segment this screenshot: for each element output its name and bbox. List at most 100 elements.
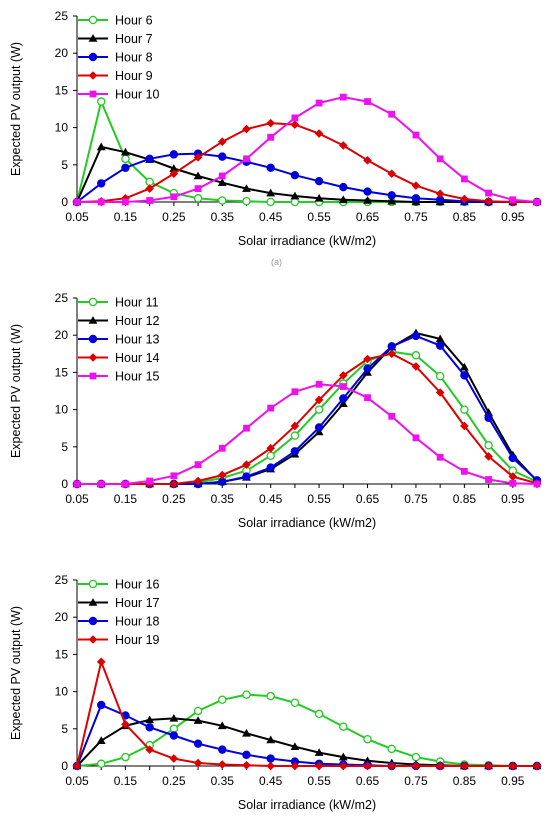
data-point bbox=[290, 447, 300, 456]
data-point bbox=[218, 152, 227, 161]
x-tick-label: 0.95 bbox=[501, 492, 525, 506]
data-point bbox=[339, 722, 348, 731]
data-point bbox=[169, 479, 179, 489]
x-axis-title: Solar irradiance (kW/m2) bbox=[238, 234, 376, 248]
series-line bbox=[76, 122, 537, 203]
data-point bbox=[338, 399, 348, 407]
x-tick-label: 0.65 bbox=[356, 210, 380, 224]
data-point bbox=[218, 172, 226, 180]
legend-marker bbox=[88, 71, 98, 80]
x-tick-label: 0.15 bbox=[114, 210, 138, 224]
series-line bbox=[76, 100, 537, 203]
x-tick-label: 0.55 bbox=[307, 492, 331, 506]
x-axis-title: Solar irradiance (kW/m2) bbox=[238, 798, 376, 812]
series-hour-15 bbox=[73, 380, 541, 488]
data-point bbox=[460, 421, 469, 431]
series-hour-6 bbox=[72, 97, 542, 207]
x-tick-label: 0.85 bbox=[453, 210, 477, 224]
data-point bbox=[169, 713, 179, 722]
data-point bbox=[388, 110, 396, 118]
data-point bbox=[242, 460, 251, 469]
y-tick-label: 25 bbox=[55, 573, 69, 587]
data-point bbox=[435, 388, 445, 397]
series-hour-16 bbox=[72, 690, 542, 771]
data-point bbox=[242, 197, 251, 206]
series-line bbox=[76, 693, 537, 767]
data-point bbox=[145, 715, 155, 724]
legend-marker bbox=[88, 598, 98, 606]
data-point bbox=[363, 196, 372, 204]
data-point bbox=[193, 171, 203, 180]
legend-entry: Hour 17 bbox=[78, 596, 160, 610]
data-point bbox=[145, 723, 154, 732]
data-point bbox=[291, 388, 299, 396]
data-point bbox=[122, 480, 129, 488]
data-point bbox=[435, 371, 445, 381]
data-point bbox=[315, 99, 323, 107]
series-line bbox=[77, 383, 538, 485]
data-point bbox=[533, 198, 541, 206]
data-point bbox=[364, 394, 371, 402]
x-tick-label: 0.45 bbox=[259, 774, 283, 788]
legend-marker bbox=[88, 316, 98, 324]
series-hour-9 bbox=[72, 118, 542, 207]
x-tick-label: 0.65 bbox=[356, 774, 380, 788]
legend-marker bbox=[88, 334, 98, 344]
data-point bbox=[338, 195, 348, 204]
data-point bbox=[363, 156, 372, 165]
data-point bbox=[266, 451, 275, 460]
legend-entry: Hour 16 bbox=[78, 578, 160, 592]
data-point bbox=[411, 761, 421, 771]
data-point bbox=[266, 443, 275, 453]
data-point bbox=[338, 752, 348, 761]
data-point bbox=[435, 341, 445, 350]
data-point bbox=[217, 178, 227, 186]
data-point bbox=[363, 364, 372, 373]
x-tick-label: 0.85 bbox=[453, 492, 477, 506]
data-point bbox=[290, 171, 300, 180]
data-point bbox=[411, 362, 421, 371]
data-point bbox=[314, 423, 324, 432]
series-line bbox=[76, 704, 537, 767]
legend-marker bbox=[88, 616, 98, 626]
series-hour-19 bbox=[72, 657, 542, 771]
data-point bbox=[339, 182, 348, 192]
x-tick-label: 0.25 bbox=[162, 210, 186, 224]
x-tick-label: 0.45 bbox=[259, 492, 283, 506]
y-tick-label: 15 bbox=[55, 83, 69, 97]
chart-3-svg: 0 5 10 15 20 25 0.05 0.15 0.25 0.35 0.45 0.55 0.65 0.… bbox=[9, 573, 542, 812]
data-point bbox=[388, 412, 396, 420]
data-point bbox=[217, 137, 227, 147]
data-point bbox=[266, 463, 275, 472]
series-hour-18 bbox=[72, 700, 542, 771]
data-point bbox=[217, 721, 227, 730]
x-tick-label: 0.75 bbox=[404, 774, 428, 788]
data-point bbox=[193, 476, 203, 486]
legend-label: Hour 6 bbox=[115, 14, 153, 28]
data-point bbox=[121, 163, 130, 172]
x-tick-label: 0.05 bbox=[65, 492, 89, 506]
data-point bbox=[170, 193, 178, 201]
x-tick-label: 0.45 bbox=[259, 210, 283, 224]
data-point bbox=[314, 748, 324, 756]
data-point bbox=[97, 480, 105, 488]
data-point bbox=[96, 657, 106, 667]
data-point bbox=[364, 98, 371, 105]
legend-entry: Hour 7 bbox=[78, 32, 153, 46]
data-point bbox=[266, 188, 276, 197]
data-point bbox=[411, 752, 421, 762]
data-point bbox=[218, 444, 226, 452]
data-point bbox=[217, 760, 227, 769]
data-point bbox=[242, 124, 251, 134]
legend-entry: Hour 15 bbox=[78, 370, 160, 384]
data-point bbox=[121, 720, 130, 729]
data-point bbox=[145, 154, 154, 164]
data-point bbox=[169, 731, 179, 740]
data-point bbox=[339, 141, 348, 150]
data-point bbox=[436, 155, 444, 163]
data-point bbox=[314, 176, 324, 186]
data-point bbox=[266, 118, 275, 128]
data-point bbox=[509, 479, 517, 487]
y-tick-label: 0 bbox=[61, 195, 68, 209]
data-point bbox=[387, 342, 396, 351]
